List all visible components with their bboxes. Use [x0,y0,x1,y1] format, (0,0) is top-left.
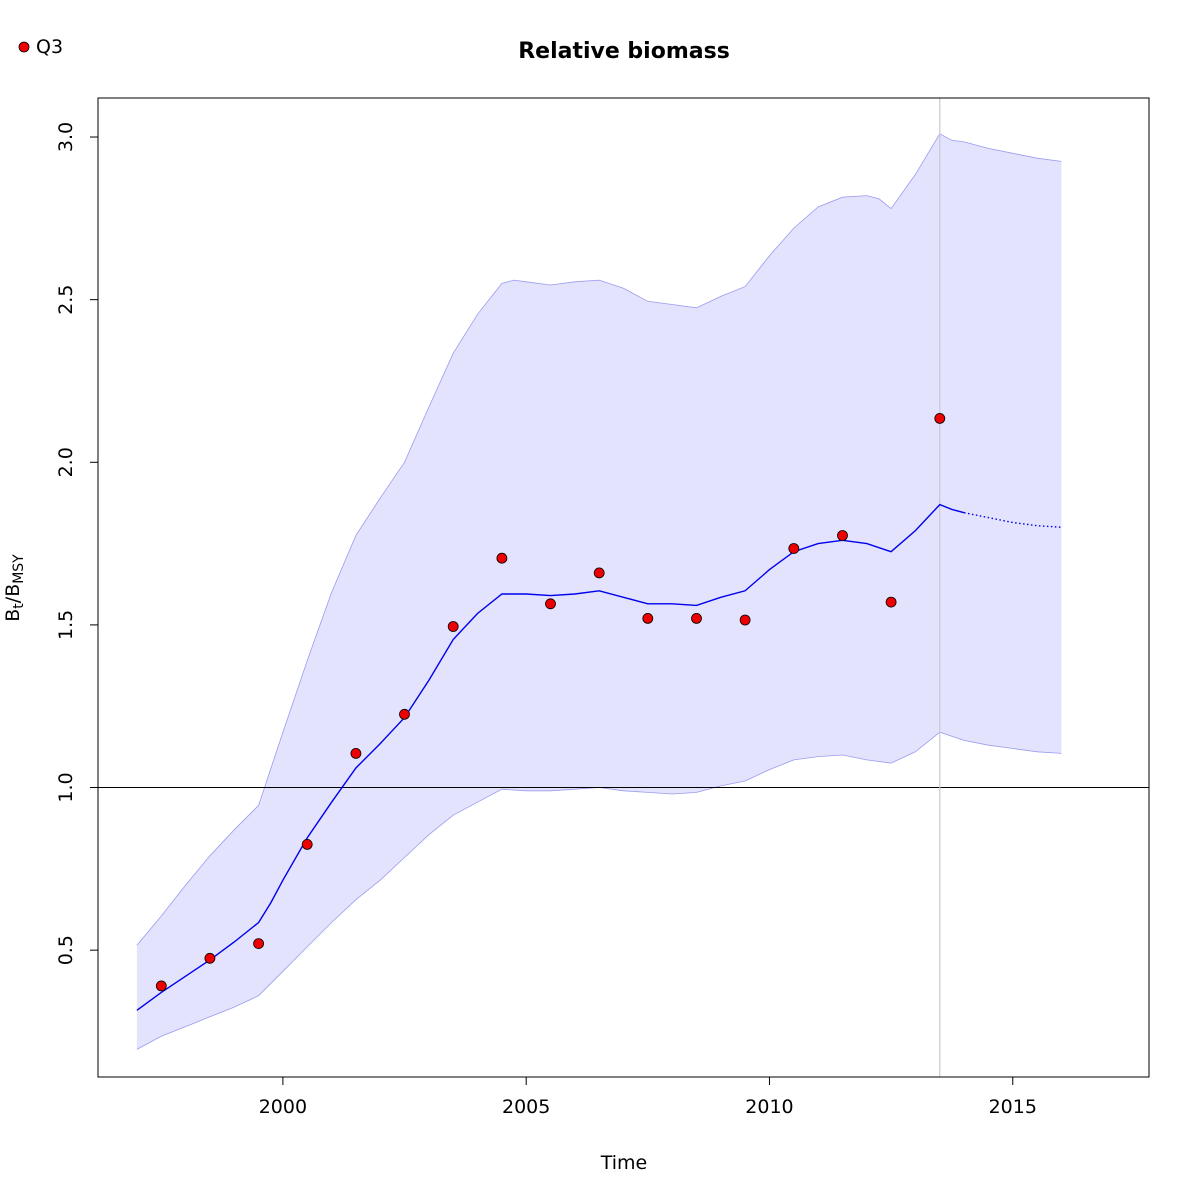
y-tick-label-3.0: 3.0 [55,122,77,152]
data-point-q3-7 [496,552,508,564]
legend: Q3 [18,36,63,58]
data-point-q3-5 [399,708,410,720]
data-point-q3-11 [691,613,702,624]
data-point-q3-1 [204,952,216,964]
x-tick-label-2010: 2010 [745,1096,793,1118]
y-axis-label-main: B [2,609,24,622]
confidence-band-layer [136,133,1062,1050]
data-point-q3-0 [155,980,167,992]
reference-layer [98,98,1149,1077]
biomass-prediction-line [963,512,1062,528]
data-point-q3-9 [593,567,605,579]
data-point-q3-3 [301,839,313,850]
svg-text:Bt/BMSY: Bt/BMSY [2,554,27,622]
x-axis-label: Time [600,1152,648,1174]
data-point-q3-10 [642,613,654,624]
y-tick-label-2.0: 2.0 [55,447,77,477]
y-axis-label-sep: /B [2,584,24,603]
data-point-q3-6 [447,621,459,632]
data-point-q3-4 [350,748,362,759]
y-axis-label: Bt/BMSY [2,554,27,622]
x-tick-label-2005: 2005 [502,1096,550,1118]
data-point-q3-16 [934,412,946,424]
y-tick-label-1.0: 1.0 [55,772,77,802]
data-point-q3-15 [885,596,897,608]
y-axis: 0.5 1.0 1.5 2.0 2.5 3.0 [55,122,98,965]
legend-marker-q3 [18,41,30,53]
confidence-band [136,133,1062,1050]
x-tick-label-2015: 2015 [989,1096,1037,1118]
y-tick-label-2.5: 2.5 [55,285,77,315]
chart-title: Relative biomass [518,39,730,64]
y-tick-label-0.5: 0.5 [55,935,77,965]
x-tick-label-2000: 2000 [259,1096,307,1118]
legend-label-q3: Q3 [36,36,63,58]
y-tick-label-1.5: 1.5 [55,610,77,640]
x-axis: 2000 2005 2010 2015 [259,1077,1037,1118]
confidence-band-upper-edge [136,133,1062,946]
data-point-q3-8 [545,598,556,610]
data-point-q3-2 [253,938,265,949]
y-axis-label-sub-t: t [11,603,27,609]
data-point-q3-13 [788,543,800,554]
data-point-q3-14 [837,530,848,541]
observation-points-layer [155,412,946,992]
y-axis-label-sub-msy: MSY [11,554,27,584]
data-point-q3-12 [739,614,751,626]
plot-frame [97,97,1150,1078]
